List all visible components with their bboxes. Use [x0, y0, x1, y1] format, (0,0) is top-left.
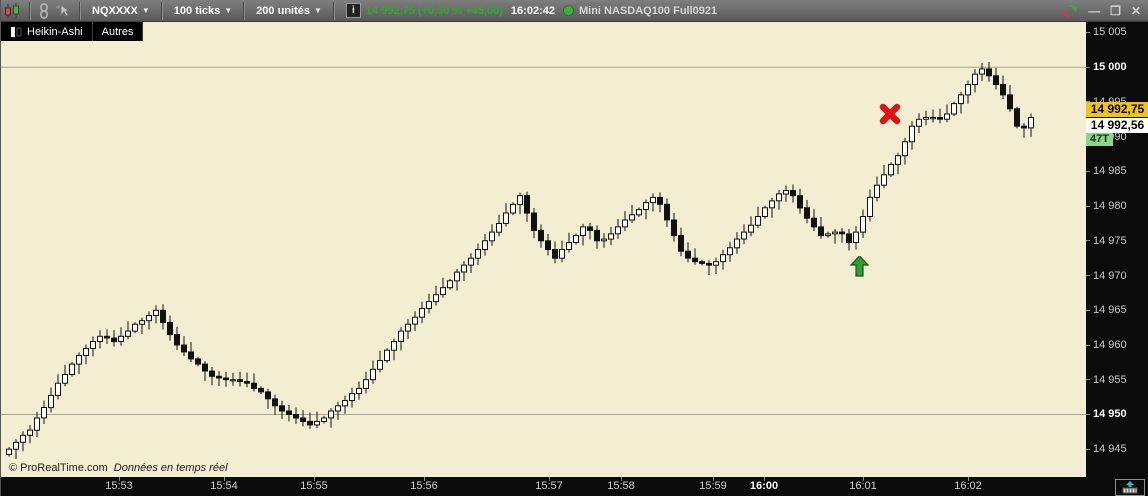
chevron-down-icon: ▼	[141, 6, 150, 15]
x-axis-tickmark	[764, 477, 765, 481]
x-axis-tick: 16:00	[749, 480, 779, 492]
chart-canvas[interactable]: © ProRealTime.com Données en temps réel	[1, 22, 1086, 477]
x-axis-tick: 15:53	[105, 480, 133, 492]
realtime-data-text: Données en temps réel	[113, 462, 228, 474]
feed-name: Mini NASDAQ100 Full0921	[578, 4, 718, 17]
x-axis-tickmark	[621, 477, 622, 481]
tab-bar: Heikin-Ashi Autres	[1, 22, 144, 41]
y-axis-tick: 14 950	[1086, 407, 1148, 421]
y-axis-tick: 15 005	[1086, 25, 1148, 39]
interval-dropdown[interactable]: 100 ticks ▼	[168, 0, 238, 22]
window-controls: — ❒ ✕	[1061, 0, 1148, 22]
copyright-text: © ProRealTime.com	[9, 462, 108, 474]
toolbar-separator	[332, 1, 335, 20]
instrument-label: NQXXXX	[92, 4, 138, 17]
buy-arrow-marker[interactable]	[850, 256, 869, 277]
x-axis-tick: 16:02	[954, 480, 982, 492]
exit-cross-marker[interactable]	[879, 103, 901, 125]
instrument-dropdown[interactable]: NQXXXX ▼	[86, 0, 156, 22]
x-axis-tickmark	[224, 477, 225, 481]
x-axis-tickmark	[119, 477, 120, 481]
secondary-price-tag: 14 992,56	[1086, 117, 1148, 133]
y-axis-tick: 15 000	[1086, 60, 1148, 74]
price-axis[interactable]: 14 992,75 14 992,56 47T 15 005 15 000 14 9…	[1086, 22, 1148, 477]
x-axis-tick: 15:55	[300, 480, 328, 492]
y-axis-tick: 14 980	[1086, 199, 1148, 213]
y-axis-tick: 14 955	[1086, 373, 1148, 387]
y-axis-tick: 14 945	[1086, 442, 1148, 456]
y-axis-tick: 14 970	[1086, 269, 1148, 283]
x-axis-tick: 15:56	[410, 480, 438, 492]
last-quote-text: 14 992,75 (+0,30 % +45,00)	[365, 4, 503, 17]
close-button[interactable]: ✕	[1130, 3, 1141, 18]
time-axis[interactable]: 15:53 15:54 15:55 15:56 15:57 15:58 15:59 16:00…	[1, 477, 1148, 496]
toolbar-separator	[29, 1, 31, 20]
info-icon[interactable]: i	[345, 3, 361, 18]
x-axis-tick: 15:57	[535, 480, 563, 492]
toolbar-separator	[79, 1, 81, 20]
tab-label: Heikin-Ashi	[27, 25, 83, 38]
chart-type-candlestick-icon[interactable]	[1, 0, 24, 22]
units-label: 200 unités	[256, 4, 310, 17]
pointer-tool-icon[interactable]	[52, 0, 74, 22]
volume-tag: 47T	[1086, 132, 1113, 146]
candlestick-plot	[1, 61, 1086, 460]
minimize-button[interactable]: —	[1088, 3, 1101, 18]
x-axis-tickmark	[863, 477, 864, 481]
y-axis-tick: 14 965	[1086, 303, 1148, 317]
toolbar-separator	[243, 1, 246, 20]
y-axis-tick: 14 960	[1086, 338, 1148, 352]
candle-style-icon	[11, 26, 22, 37]
x-axis-tick: 15:54	[210, 480, 238, 492]
chevron-down-icon: ▼	[314, 6, 322, 15]
x-axis-tick: 15:59	[699, 480, 727, 492]
tab-autres[interactable]: Autres	[93, 22, 144, 41]
feed-status-icon	[562, 5, 574, 16]
x-axis-tickmark	[968, 477, 969, 481]
quote-time: 16:02:42	[510, 4, 555, 17]
toolbar-separator	[160, 1, 163, 20]
x-axis-tickmark	[713, 477, 714, 481]
x-axis-tickmark	[549, 477, 550, 481]
chevron-down-icon: ▼	[224, 6, 233, 15]
units-dropdown[interactable]: 200 unités ▼	[250, 0, 328, 22]
x-axis-tickmark	[424, 477, 425, 481]
tab-label: Autres	[101, 25, 134, 38]
x-axis-tick: 15:58	[607, 480, 635, 492]
x-axis-tickmark	[314, 477, 315, 481]
x-axis-tick: 16:01	[849, 480, 877, 492]
interval-label: 100 ticks	[173, 4, 221, 17]
toolbar: NQXXXX ▼ 100 ticks ▼ 200 unités ▼ i 14 9…	[1, 0, 1148, 22]
y-axis-tick: 14 985	[1086, 164, 1148, 178]
y-axis-tick: 14 975	[1086, 234, 1148, 248]
maximize-button[interactable]: ❒	[1110, 3, 1121, 18]
credit-line: © ProRealTime.com Données en temps réel	[9, 462, 228, 474]
last-price-tag: 14 992,75	[1086, 101, 1148, 117]
panel-arrow-icon	[1122, 481, 1138, 494]
open-panel-button[interactable]	[1115, 479, 1145, 496]
refresh-data-icon[interactable]	[1061, 3, 1079, 19]
link-charts-icon[interactable]	[36, 0, 52, 22]
tab-heikin-ashi[interactable]: Heikin-Ashi	[1, 22, 93, 41]
